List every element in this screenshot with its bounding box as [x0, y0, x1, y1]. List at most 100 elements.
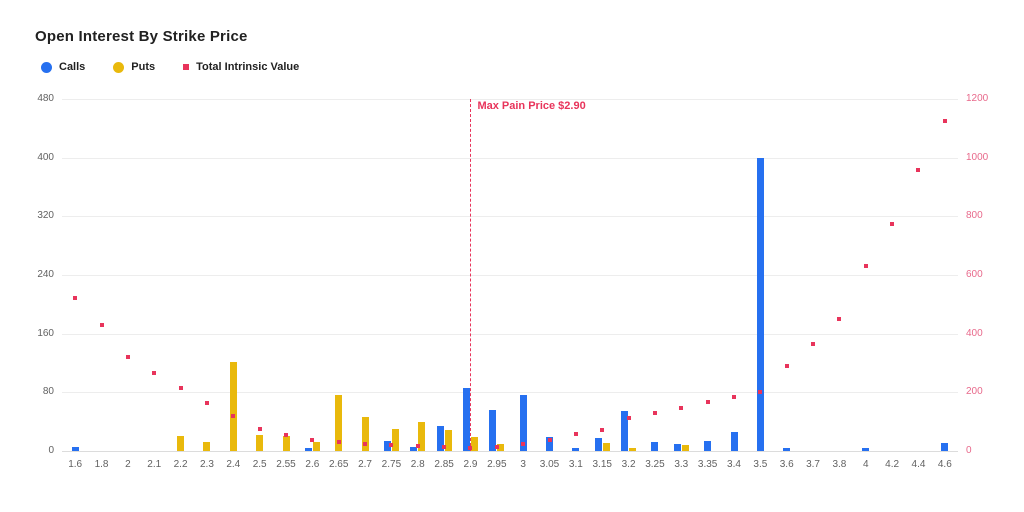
put-bar [629, 448, 637, 451]
x-axis-label: 3.35 [697, 459, 718, 470]
call-bar [941, 442, 949, 451]
x-axis-label: 2.8 [410, 459, 425, 470]
x-axis-label: 2.2 [173, 459, 188, 470]
put-bar [470, 437, 478, 451]
intrinsic-value-point [178, 385, 183, 390]
x-axis-label: 4.2 [885, 459, 900, 470]
y-axis-label-left: 0 [48, 445, 54, 456]
y-axis-label-left: 400 [37, 151, 54, 163]
intrinsic-value-point [494, 444, 499, 449]
intrinsic-value-point [521, 441, 526, 446]
y-axis-label-left: 320 [37, 210, 54, 222]
x-axis-label: 3.3 [674, 459, 689, 470]
intrinsic-value-point [336, 440, 341, 445]
intrinsic-value-point [152, 371, 157, 376]
max-pain-line [470, 99, 472, 451]
intrinsic-value-point [758, 390, 763, 395]
intrinsic-value-point [863, 264, 868, 269]
x-axis-label: 2.6 [305, 459, 320, 470]
intrinsic-value-point [732, 394, 736, 399]
gridline [62, 99, 958, 100]
y-axis-label-right: 200 [966, 386, 983, 398]
intrinsic-value-point [626, 416, 631, 421]
intrinsic-value-point [99, 322, 104, 327]
legend-item-total-intrinsic-value[interactable]: Total Intrinsic Value [183, 61, 299, 73]
x-axis-label: 3.5 [753, 459, 768, 470]
call-bar [572, 448, 580, 451]
intrinsic-value-point [73, 296, 78, 301]
call-bar [730, 431, 738, 451]
gridline [62, 451, 958, 452]
intrinsic-value-point [389, 443, 394, 448]
x-axis-label: 2.1 [147, 459, 162, 470]
put-bar [497, 443, 505, 451]
x-axis-label: 2.95 [487, 459, 507, 470]
x-axis-label: 3.8 [832, 459, 847, 470]
x-axis-label: 3.2 [621, 459, 636, 470]
x-axis-label: 3.05 [539, 459, 560, 470]
put-bar [361, 417, 369, 451]
x-axis-label: 3.15 [592, 459, 612, 470]
put-bar [418, 421, 426, 451]
max-pain-label: Max Pain Price $2.90 [477, 100, 586, 112]
total-intrinsic-value-swatch-icon [183, 64, 190, 70]
intrinsic-value-point [679, 405, 684, 410]
puts-swatch-icon [113, 61, 125, 73]
intrinsic-value-point [784, 363, 789, 368]
intrinsic-value-point [573, 431, 578, 436]
legend-item-puts[interactable]: Puts [113, 61, 155, 73]
intrinsic-value-point [547, 438, 552, 443]
put-bar [681, 445, 689, 451]
y-axis-label-left: 480 [37, 93, 54, 104]
put-bar [312, 442, 320, 451]
call-bar [462, 387, 470, 451]
x-axis-label: 4.4 [911, 459, 926, 470]
put-bar [602, 442, 610, 451]
intrinsic-value-point [916, 167, 921, 172]
put-bar [203, 442, 211, 451]
call-bar [383, 441, 391, 451]
calls-swatch-icon [41, 61, 52, 73]
x-axis-label: 2.85 [434, 459, 454, 470]
intrinsic-value-point [310, 437, 315, 442]
y-axis-label-left: 240 [37, 269, 54, 280]
x-axis-label: 2 [125, 459, 131, 470]
call-bar [621, 410, 629, 451]
intrinsic-value-point [837, 317, 842, 321]
call-bar [410, 446, 418, 451]
intrinsic-value-point [125, 355, 130, 360]
legend-item-calls[interactable]: Calls [41, 61, 85, 73]
legend-label: Calls [59, 61, 86, 73]
put-bar [444, 429, 452, 451]
intrinsic-value-point [600, 427, 605, 432]
y-axis-label-left: 80 [42, 386, 54, 398]
gridline [62, 392, 958, 394]
call-bar [862, 448, 870, 451]
call-bar [594, 437, 602, 451]
x-axis-label: 4 [862, 459, 869, 470]
x-axis-label: 2.9 [463, 459, 478, 470]
x-axis-label: 3 [520, 459, 526, 470]
intrinsic-value-point [652, 410, 657, 415]
intrinsic-value-point [204, 400, 209, 405]
put-bar [282, 435, 290, 451]
intrinsic-value-point [257, 427, 262, 431]
put-bar [229, 362, 237, 451]
x-axis-label: 4.6 [937, 459, 952, 470]
call-bar [304, 448, 312, 451]
put-bar [335, 395, 343, 451]
gridline [62, 157, 958, 159]
x-axis-label: 3.1 [568, 459, 583, 470]
call-bar [546, 437, 554, 451]
y-axis-label-right: 800 [966, 210, 983, 222]
x-axis-label: 3.7 [806, 459, 820, 470]
chart-title: Open Interest By Strike Price [35, 28, 248, 45]
intrinsic-value-point [890, 221, 895, 226]
chart-area: 0 80 160 240 320 400 480 0 200 400 600 800 1000 1200 1… [0, 91, 1024, 491]
x-axis-label: 2.5 [252, 459, 267, 470]
call-bar [783, 448, 791, 451]
put-bar [177, 436, 185, 451]
x-axis-label: 2.4 [226, 459, 241, 470]
intrinsic-value-point [442, 445, 447, 450]
